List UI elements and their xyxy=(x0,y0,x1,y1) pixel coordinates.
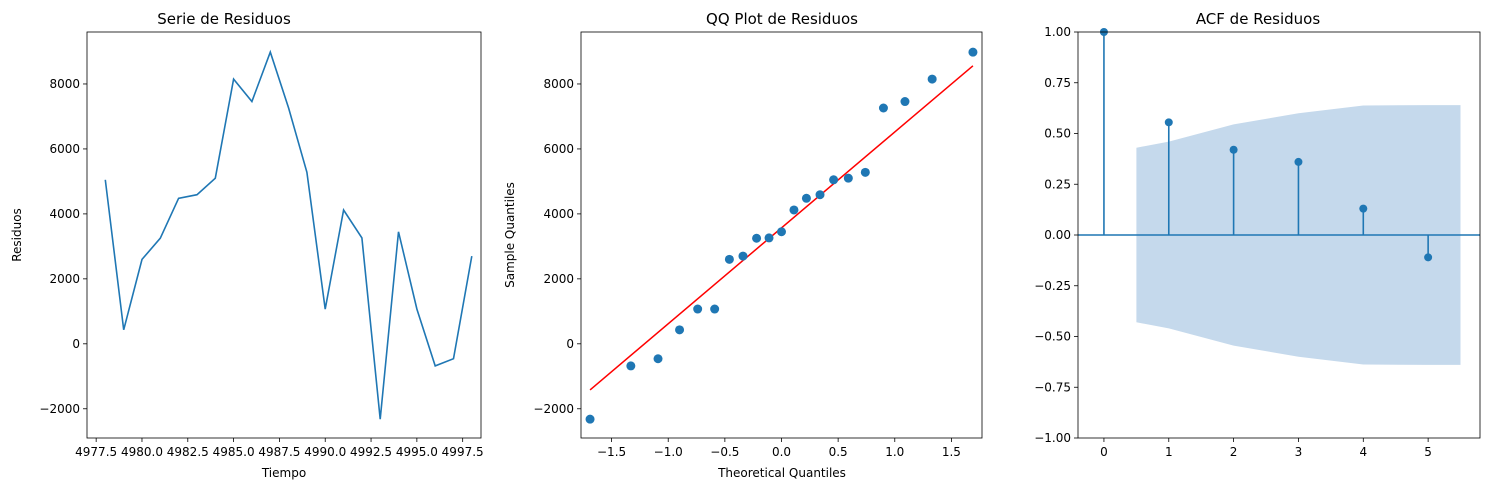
p0-ytick-label: 6000 xyxy=(49,142,80,156)
acf-point xyxy=(1424,253,1433,262)
p2-ytick-label: −0.50 xyxy=(1034,330,1071,344)
panel-qq-plot-title: QQ Plot de Residuos xyxy=(706,10,858,28)
qq-point xyxy=(789,205,799,215)
qq-point xyxy=(900,97,910,107)
p2-ytick-label: 0.00 xyxy=(1044,228,1071,242)
p2-ytick-label: 0.50 xyxy=(1044,127,1071,141)
qq-point xyxy=(724,254,734,264)
qq-point xyxy=(693,304,703,314)
p2-ytick-label: −1.00 xyxy=(1034,431,1071,445)
p1-ytick-label: 4000 xyxy=(543,207,574,221)
panel-residual-series-xlabel: Tiempo xyxy=(261,466,306,480)
qq-point xyxy=(927,74,937,84)
qq-point xyxy=(738,251,748,261)
p0-xtick-label: 4992.5 xyxy=(350,445,392,459)
p1-ytick-label: 8000 xyxy=(543,77,574,91)
qq-point xyxy=(968,47,978,57)
p1-ytick-label: 2000 xyxy=(543,272,574,286)
p0-xtick-label: 4980.0 xyxy=(121,445,163,459)
p0-ytick-label: 0 xyxy=(72,337,80,351)
p2-ytick-label: −0.75 xyxy=(1034,380,1071,394)
panel-residual-series-title: Serie de Residuos xyxy=(157,10,291,28)
p1-xtick-label: 0.5 xyxy=(829,445,848,459)
qq-point xyxy=(675,325,685,335)
acf-point xyxy=(1294,157,1303,166)
qq-point xyxy=(777,227,786,237)
qq-point xyxy=(801,193,811,203)
p1-xtick-label: 0.0 xyxy=(772,445,791,459)
acf-point xyxy=(1359,204,1368,213)
p2-xtick-label: 3 xyxy=(1295,445,1303,459)
panel-qq-plot: QQ Plot de Residuos −1.5 −1.0 −0.5 0.0 0.5 1.… xyxy=(503,10,983,480)
qq-point xyxy=(815,190,825,200)
p0-xtick-label: 4997.5 xyxy=(442,445,484,459)
p1-xtick-label: −1.0 xyxy=(654,445,683,459)
qq-point xyxy=(626,361,636,371)
p0-xtick-label: 4982.5 xyxy=(167,445,209,459)
residual-series-line xyxy=(104,49,473,420)
acf-point xyxy=(1229,145,1238,154)
p0-xtick-label: 4987.5 xyxy=(258,445,300,459)
panel-acf-title: ACF de Residuos xyxy=(1196,10,1321,28)
p0-xtick-label: 4985.0 xyxy=(213,445,255,459)
p0-ytick-label: 8000 xyxy=(49,77,80,91)
p0-ytick-label: −2000 xyxy=(39,402,80,416)
p0-xtick-label: 4990.0 xyxy=(304,445,346,459)
p1-xtick-label: −0.5 xyxy=(710,445,739,459)
qq-point xyxy=(860,167,870,177)
qq-point xyxy=(878,103,888,113)
acf-point xyxy=(1164,118,1173,127)
qq-point xyxy=(829,175,839,185)
p1-ytick-label: −2000 xyxy=(533,402,574,416)
p0-ytick-label: 4000 xyxy=(49,207,80,221)
panel-qq-plot-xlabel: Theoretical Quantiles xyxy=(717,466,846,480)
p2-ytick-label: 0.25 xyxy=(1044,177,1071,191)
p2-xtick-label: 5 xyxy=(1424,445,1432,459)
p2-xtick-label: 4 xyxy=(1359,445,1367,459)
p2-xtick-label: 0 xyxy=(1100,445,1108,459)
qq-point xyxy=(653,354,663,364)
panel-residual-series-ylabel: Residuos xyxy=(10,208,24,262)
p1-xtick-label: −1.5 xyxy=(597,445,626,459)
qq-point xyxy=(843,173,853,183)
panel-qq-plot-ylabel: Sample Quantiles xyxy=(503,182,517,288)
p2-ytick-label: 0.75 xyxy=(1044,76,1071,90)
p0-xtick-label: 4977.5 xyxy=(75,445,117,459)
p0-ytick-label: 2000 xyxy=(49,272,80,286)
p2-xtick-label: 1 xyxy=(1165,445,1173,459)
panel-residual-series: Serie de Residuos 4977.5 4980.0 4982.5 4985… xyxy=(10,10,484,480)
p2-ytick-label: 1.00 xyxy=(1044,25,1071,39)
panel-residual-series-frame xyxy=(86,31,482,439)
p1-ytick-label: 0 xyxy=(566,337,574,351)
p2-ytick-label: −0.25 xyxy=(1034,279,1071,293)
p2-xtick-label: 2 xyxy=(1230,445,1238,459)
qq-point xyxy=(585,414,595,424)
p0-xtick-label: 4995.0 xyxy=(396,445,438,459)
p1-xtick-label: 1.0 xyxy=(885,445,904,459)
qq-point xyxy=(710,304,720,314)
p1-ytick-label: 6000 xyxy=(543,142,574,156)
qq-point xyxy=(752,233,762,243)
panel-acf: ACF de Residuos 0 1 2 3 4 5 −1.00 −0.75 −0.50 −0.… xyxy=(1034,10,1481,459)
p1-xtick-label: 1.5 xyxy=(942,445,961,459)
qq-point xyxy=(764,233,774,243)
